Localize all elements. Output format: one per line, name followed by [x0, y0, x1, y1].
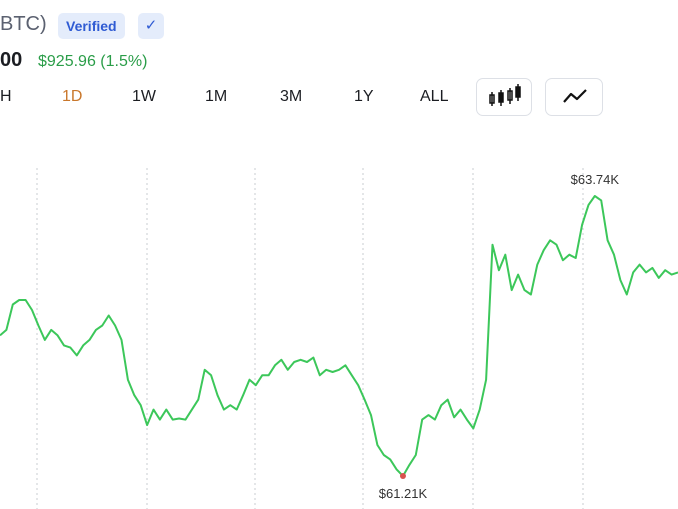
- line-icon: [563, 89, 587, 103]
- price-annotation: $61.21K: [379, 486, 428, 501]
- tab[interactable]: 1Y: [354, 88, 374, 105]
- tab[interactable]: 3M: [280, 88, 303, 105]
- tab[interactable]: 1D: [62, 88, 83, 105]
- candle-icon: [489, 84, 521, 106]
- price-annotation: $63.74K: [571, 172, 620, 187]
- tab[interactable]: 1W: [132, 88, 156, 105]
- tab[interactable]: H: [0, 88, 12, 105]
- check-badge[interactable]: ✓: [138, 13, 164, 39]
- price-change: $925.96 (1.5%): [38, 53, 148, 70]
- tab[interactable]: 1M: [205, 88, 228, 105]
- price-line: [0, 195, 678, 477]
- candle-button[interactable]: [476, 78, 532, 116]
- price: 00: [0, 49, 23, 71]
- tab[interactable]: ALL: [420, 88, 449, 105]
- line-button[interactable]: [545, 78, 603, 116]
- verified-badge[interactable]: Verified: [58, 13, 125, 39]
- ticker: BTC): [0, 13, 47, 35]
- low-marker: [399, 473, 406, 479]
